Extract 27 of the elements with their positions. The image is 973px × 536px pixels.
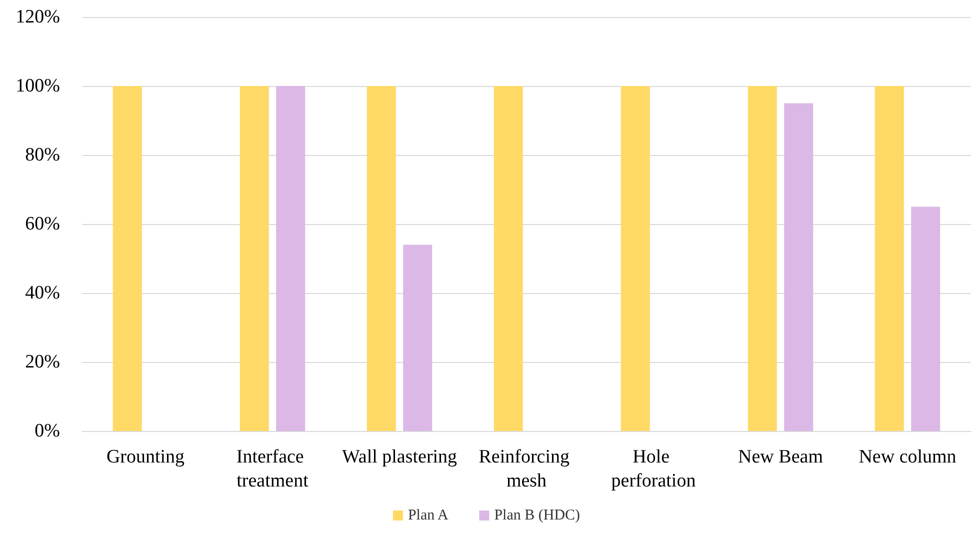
bar — [911, 206, 940, 431]
bar — [403, 244, 432, 431]
x-tick-label: New Beam — [738, 446, 824, 468]
bar — [112, 86, 142, 431]
y-tick-label: 100% — [16, 76, 60, 96]
x-tick-label: New column — [858, 446, 957, 468]
y-tick-label: 0% — [34, 420, 60, 442]
x-tick-label: Hole perforation — [611, 446, 696, 492]
y-tick-label: 20% — [25, 352, 60, 372]
bar — [874, 86, 904, 431]
bar — [494, 86, 523, 431]
x-tick-label: Grounting — [106, 446, 186, 468]
y-tick-label: 80% — [25, 144, 60, 166]
bar — [240, 86, 269, 431]
legend-label: Plan B (HDC) — [494, 508, 580, 524]
y-tick-label: 120% — [16, 6, 60, 28]
y-tick-label: 40% — [25, 282, 60, 304]
x-tick-label: Reinforcing mesh — [478, 446, 574, 492]
bar — [784, 103, 814, 431]
x-tick-label: Interface treatment — [236, 446, 310, 492]
x-tick-label: Wall plastering — [342, 446, 458, 468]
bar — [620, 86, 650, 431]
y-tick-label: 60% — [25, 214, 60, 234]
legend-label: Plan A — [408, 508, 449, 524]
bar — [748, 86, 777, 431]
bar — [366, 86, 396, 431]
bar — [276, 86, 306, 431]
